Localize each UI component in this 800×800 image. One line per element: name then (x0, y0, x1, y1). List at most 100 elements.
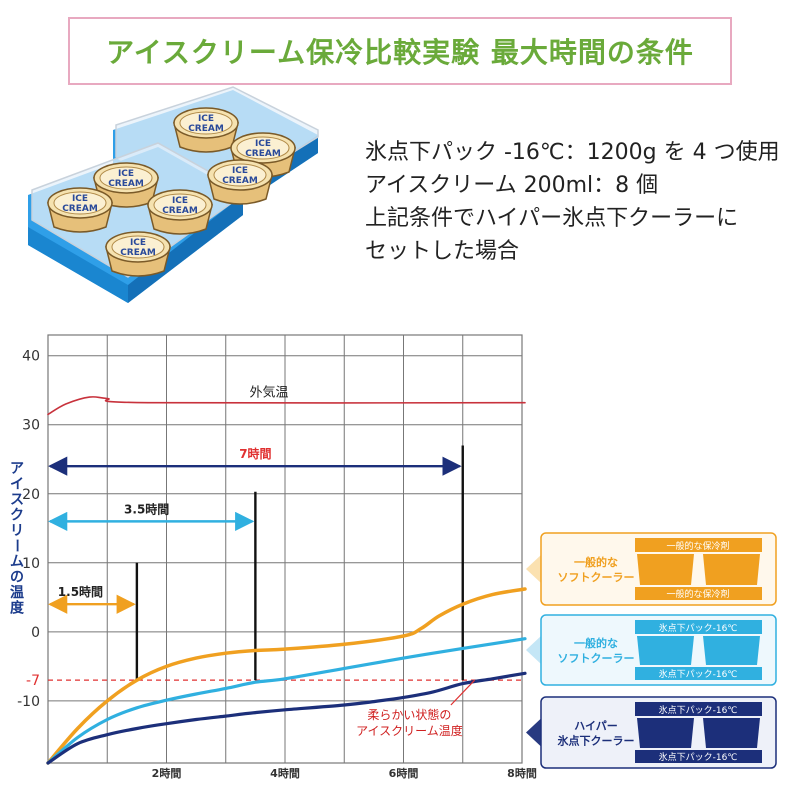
legend-name-line1: 一般的な (574, 636, 618, 650)
x-tick-label: 4時間 (270, 766, 300, 780)
tray-front-side (128, 195, 243, 303)
y-axis-label-char: ム (10, 554, 24, 570)
legend-cup-left (637, 636, 694, 665)
legend-pack-bottom (635, 587, 762, 600)
tray-front-edge (28, 227, 128, 303)
legend-pack-bottom-label: 氷点下パック-16℃ (659, 668, 738, 680)
y-tick-label: 0 (31, 625, 40, 641)
soft-state-label-line1: 柔らかい状態の (367, 707, 451, 722)
cup-label-line2: CREAM (120, 248, 156, 258)
series-line-lightblue (46, 637, 527, 765)
legend-connector (526, 555, 541, 583)
threshold-tick-label: -7 (26, 673, 40, 689)
duration-label: 1.5時間 (58, 584, 103, 599)
y-axis-label-char: の (10, 570, 24, 586)
legend-cup-right (703, 636, 760, 665)
legend-cup-left (637, 554, 694, 585)
condition-line: 氷点下パック -16℃：1200g を 4 つ使用 (365, 140, 780, 165)
cup-label-line2: CREAM (108, 179, 144, 189)
cup-label-line2: CREAM (62, 204, 98, 214)
y-axis-label-char: ス (10, 492, 24, 508)
series-line-outside (47, 396, 526, 416)
y-axis-label-char: ー (8, 539, 24, 553)
page-title: アイスクリーム保冷比較実験 最大時間の条件 (106, 36, 694, 69)
legend-pack-top-label: 氷点下パック-16℃ (659, 622, 738, 634)
soft-state-label-line2: アイスクリーム温度 (356, 723, 463, 738)
condition-line: セットした場合 (365, 239, 520, 264)
cup-label-line2: CREAM (245, 149, 281, 159)
series-line-orange (46, 587, 527, 765)
cup-label-line1: ICE (118, 169, 134, 179)
legend-pack-top (635, 702, 762, 716)
chart-grid (47, 334, 523, 764)
y-tick-label: 20 (22, 487, 40, 503)
series-line-navy (46, 671, 527, 765)
chart-legend: 一般的なソフトクーラー一般的な保冷剤一般的な保冷剤一般的なソフトクーラー氷点下パ… (526, 532, 777, 769)
series-lines (46, 396, 527, 765)
legend-name-line2: ソフトクーラー (558, 652, 635, 665)
duration-label: 3.5時間 (124, 501, 169, 516)
x-tick-label: 2時間 (152, 766, 182, 780)
legend-connector (526, 636, 541, 664)
legend-pack-bottom (635, 667, 762, 680)
soft-state-pointer (450, 679, 476, 706)
temperature-chart: 40 30 20 10 0 -10 -7 2時間 4時間 6時間 8時間 1.5時間 3.5時間 7時… (8, 334, 777, 780)
legend-pack-top-label: 氷点下パック-16℃ (659, 704, 738, 716)
y-tick-label: 40 (22, 349, 40, 365)
duration-label: 7時間 (239, 446, 271, 461)
cup-label-line2: CREAM (188, 124, 224, 134)
y-axis-label-char: イ (10, 477, 24, 493)
legend-pack-top (635, 620, 762, 634)
ice-cream-tray-illustration: ICECREAMICECREAMICECREAMICECREAMICECREAM… (28, 86, 319, 303)
ice-cream-cups: ICECREAMICECREAMICECREAMICECREAMICECREAM… (47, 107, 296, 277)
cup-label-line2: CREAM (162, 206, 198, 216)
y-axis-label-char: 度 (10, 600, 25, 617)
experiment-conditions: 氷点下パック -16℃：1200g を 4 つ使用 アイスクリーム 200ml：… (365, 136, 785, 268)
legend-name-line2: 氷点下クーラー (558, 734, 635, 748)
y-axis-label-char: 温 (10, 585, 24, 601)
cup-label-line1: ICE (130, 238, 146, 248)
legend-cup-right (703, 718, 760, 748)
cup-label-line1: ICE (172, 196, 188, 206)
y-axis-ticks: 40 30 20 10 0 -10 -7 (17, 349, 40, 710)
x-tick-label: 8時間 (507, 766, 537, 780)
y-tick-label: -10 (17, 694, 40, 710)
y-tick-label: 30 (22, 418, 40, 434)
legend-pack-bottom (635, 750, 762, 763)
legend-pack-top (635, 538, 762, 552)
legend-pack-bottom-label: 一般的な保冷剤 (666, 588, 729, 600)
title-box: アイスクリーム保冷比較実験 最大時間の条件 (68, 17, 732, 85)
legend-name-line2: ソフトクーラー (558, 571, 635, 584)
legend-pack-bottom-label: 氷点下パック-16℃ (659, 751, 738, 763)
cup-label-line1: ICE (198, 114, 214, 124)
legend-name-line1: 一般的な (574, 555, 618, 569)
cup-label-line1: ICE (232, 166, 248, 176)
y-axis-label-char: ク (10, 508, 24, 524)
y-axis-label-char: ア (10, 461, 24, 477)
legend-name-line1: ハイパー (574, 720, 618, 733)
legend-cup-left (637, 718, 694, 748)
condition-line: 上記条件でハイパー氷点下クーラーに (365, 206, 739, 231)
condition-line: アイスクリーム 200ml：8 個 (365, 173, 659, 198)
outside-temp-label: 外気温 (249, 385, 288, 401)
cup-label-line1: ICE (255, 139, 271, 149)
legend-pack-top-label: 一般的な保冷剤 (666, 540, 729, 552)
y-tick-label: 10 (22, 556, 40, 572)
y-axis-label-char: リ (10, 523, 24, 539)
cup-label-line2: CREAM (222, 176, 258, 186)
legend-connector (526, 718, 541, 747)
legend-cup-right (703, 554, 760, 585)
x-axis-ticks: 2時間 4時間 6時間 8時間 (152, 766, 537, 780)
cup-label-line1: ICE (72, 194, 88, 204)
x-tick-label: 6時間 (389, 766, 419, 780)
